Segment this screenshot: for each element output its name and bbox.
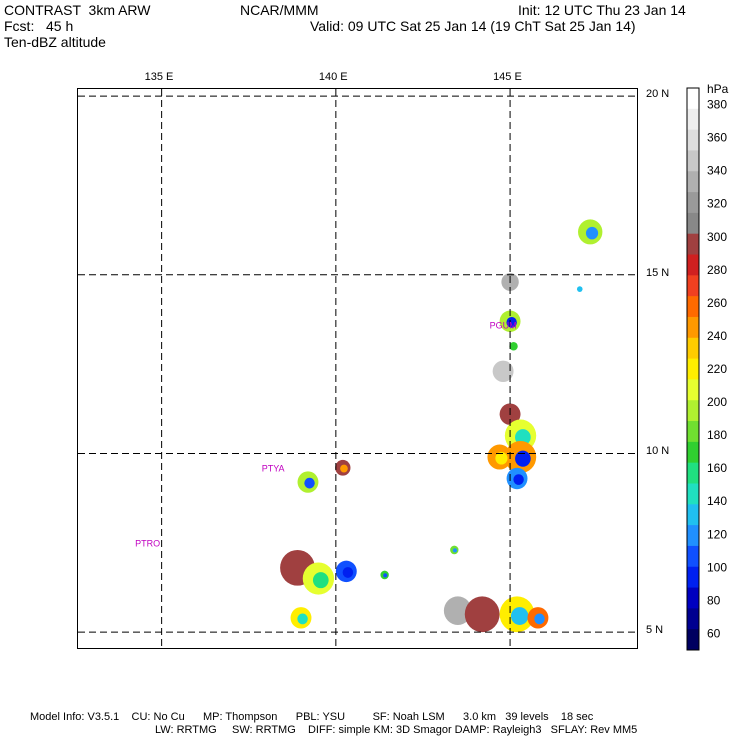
station-label: PTYA <box>262 463 285 473</box>
legend-swatch <box>687 462 699 484</box>
latitude-label: 5 N <box>646 624 664 637</box>
legend-swatch <box>687 316 699 339</box>
longitude-label: 135 E <box>144 71 174 83</box>
radar-echo-core <box>312 572 329 589</box>
legend-tick-label: 140 <box>707 494 727 508</box>
model-title: CONTRAST 3km ARW <box>4 2 151 18</box>
radar-echo <box>464 596 500 633</box>
legend-tick-label: 80 <box>707 593 721 607</box>
legend-swatch <box>687 504 699 526</box>
legend-swatch <box>687 129 699 151</box>
latitude-label: 20 N <box>646 88 670 101</box>
radar-echo-core <box>513 474 524 485</box>
radar-echo-core <box>452 548 458 553</box>
legend-tick-label: 340 <box>707 164 727 178</box>
legend-tick-label: 380 <box>707 98 727 112</box>
radar-echo <box>509 341 518 351</box>
legend-tick-label: 280 <box>707 263 727 277</box>
latitude-label: 15 N <box>646 266 670 279</box>
radar-echo-core <box>297 613 308 625</box>
field-name: Ten-dBZ altitude <box>4 34 106 50</box>
init-time: Init: 12 UTC Thu 23 Jan 14 <box>518 2 686 18</box>
legend-swatch <box>687 379 699 401</box>
radar-echo-core <box>342 567 354 578</box>
legend-swatch <box>687 212 699 235</box>
radar-echo-core <box>585 226 599 240</box>
legend-tick-label: 220 <box>707 362 727 376</box>
radar-echo-core <box>534 613 545 625</box>
latitude-label: 10 N <box>646 445 670 458</box>
legend-swatch <box>687 587 699 609</box>
footer-physics-info: LW: RRTMG SW: RRTMG DIFF: simple KM: 3D … <box>155 724 638 736</box>
legend-swatch <box>687 608 699 630</box>
radar-echo-core <box>515 450 531 467</box>
legend-unit: hPa <box>707 82 729 96</box>
radar-echo-core <box>383 573 388 578</box>
legend-swatch <box>687 275 699 297</box>
legend-border <box>686 87 700 651</box>
legend-tick-label: 160 <box>707 461 727 475</box>
legend-swatch <box>687 233 699 256</box>
legend-tick-label: 100 <box>707 560 727 574</box>
legend-swatch <box>687 88 699 110</box>
longitude-label: 145 E <box>493 71 522 83</box>
legend-tick-label: 300 <box>707 230 727 244</box>
radar-echo <box>576 286 583 292</box>
legend-swatch <box>687 400 699 422</box>
legend-tick-label: 240 <box>707 329 727 343</box>
legend-swatch <box>687 525 699 547</box>
legend-swatch <box>687 150 699 172</box>
radar-echo-core <box>304 477 315 489</box>
station-label: PGUM <box>490 320 517 330</box>
radar-echo-core <box>495 452 508 465</box>
legend-swatch <box>687 545 699 568</box>
radar-echo-core <box>506 316 517 328</box>
legend-swatch <box>687 296 699 318</box>
radar-echo <box>443 596 472 625</box>
legend-swatch <box>687 337 699 360</box>
legend-tick-label: 60 <box>707 626 721 640</box>
legend-swatch <box>687 629 699 651</box>
legend-swatch <box>687 171 699 193</box>
legend-swatch <box>687 483 699 505</box>
radar-echo-core <box>510 607 529 625</box>
legend-tick-label: 320 <box>707 197 727 211</box>
legend-swatch <box>687 566 699 589</box>
station-label: PTRO <box>135 538 160 548</box>
legend-swatch <box>687 192 699 214</box>
map-canvas: PTRO PTYA PGUM <box>78 89 639 650</box>
longitude-label: 140 E <box>318 71 348 83</box>
legend-tick-label: 260 <box>707 296 727 310</box>
legend-tick-label: 180 <box>707 428 727 442</box>
legend-swatch <box>687 441 699 464</box>
valid-time: Valid: 09 UTC Sat 25 Jan 14 (19 ChT Sat … <box>310 18 636 34</box>
color-legend: 380 360 340 320 300 280 260 240 220 200 180 160 140 1… <box>686 87 727 651</box>
radar-echo <box>492 360 514 383</box>
legend-tick-label: 200 <box>707 395 727 409</box>
legend-swatch <box>687 254 699 276</box>
legend-tick-label: 120 <box>707 527 727 541</box>
radar-echo-core <box>340 464 348 473</box>
legend-swatch <box>687 358 699 380</box>
map-panel: PTRO PTYA PGUM <box>77 88 639 650</box>
institution-label: NCAR/MMM <box>240 2 319 18</box>
forecast-hour: Fcst: 45 h <box>4 18 74 34</box>
legend-swatch <box>687 108 699 131</box>
footer-model-info: Model Info: V3.5.1 CU: No Cu MP: Thompso… <box>30 711 594 723</box>
legend-tick-label: 360 <box>707 131 727 145</box>
legend-swatch <box>687 421 699 443</box>
